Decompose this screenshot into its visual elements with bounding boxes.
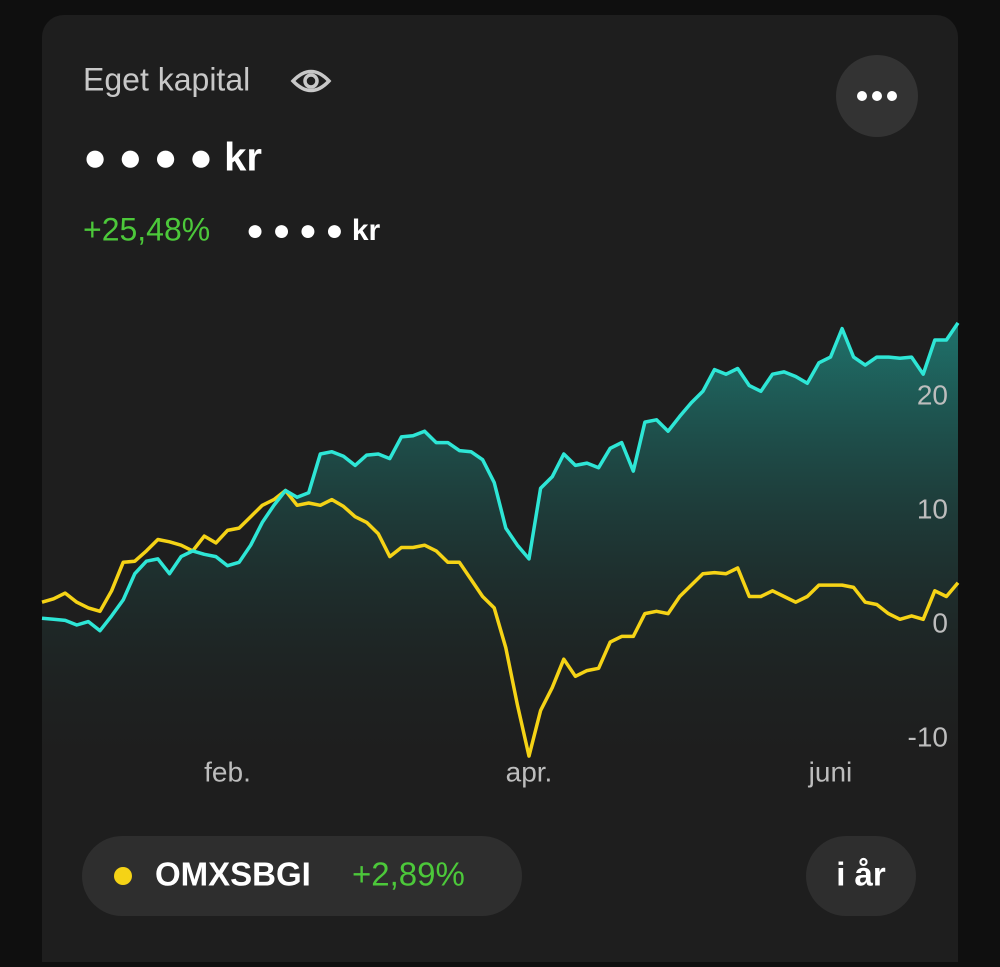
y-tick-label: 10 bbox=[917, 493, 948, 524]
change-value: ● ● ● ● kr bbox=[246, 214, 381, 247]
title: Eget kapital bbox=[83, 61, 250, 97]
x-tick-label: apr. bbox=[506, 756, 553, 787]
eye-icon[interactable] bbox=[290, 69, 332, 93]
value: ● ● ● ● kr bbox=[83, 136, 262, 180]
menu-dots bbox=[857, 91, 897, 101]
benchmark-pill[interactable] bbox=[82, 836, 522, 916]
change: +25,48% bbox=[83, 211, 210, 247]
y-tick-label: 0 bbox=[932, 607, 948, 638]
legend-dot bbox=[114, 867, 132, 885]
x-tick-label: feb. bbox=[204, 756, 251, 787]
period-button[interactable] bbox=[806, 836, 916, 916]
line bbox=[41, 321, 960, 633]
legend-change: +2,89% bbox=[352, 856, 465, 893]
period-label: i år bbox=[836, 856, 886, 893]
line bbox=[41, 488, 960, 758]
legend-label: OMXSBGI bbox=[155, 856, 311, 893]
plot: -10 0 10 20 feb. apr. juni bbox=[41, 321, 960, 787]
y-tick-label: 20 bbox=[917, 379, 948, 410]
area bbox=[42, 322, 958, 782]
y-tick-label: -10 bbox=[908, 721, 948, 752]
x-tick-label: juni bbox=[808, 756, 853, 787]
